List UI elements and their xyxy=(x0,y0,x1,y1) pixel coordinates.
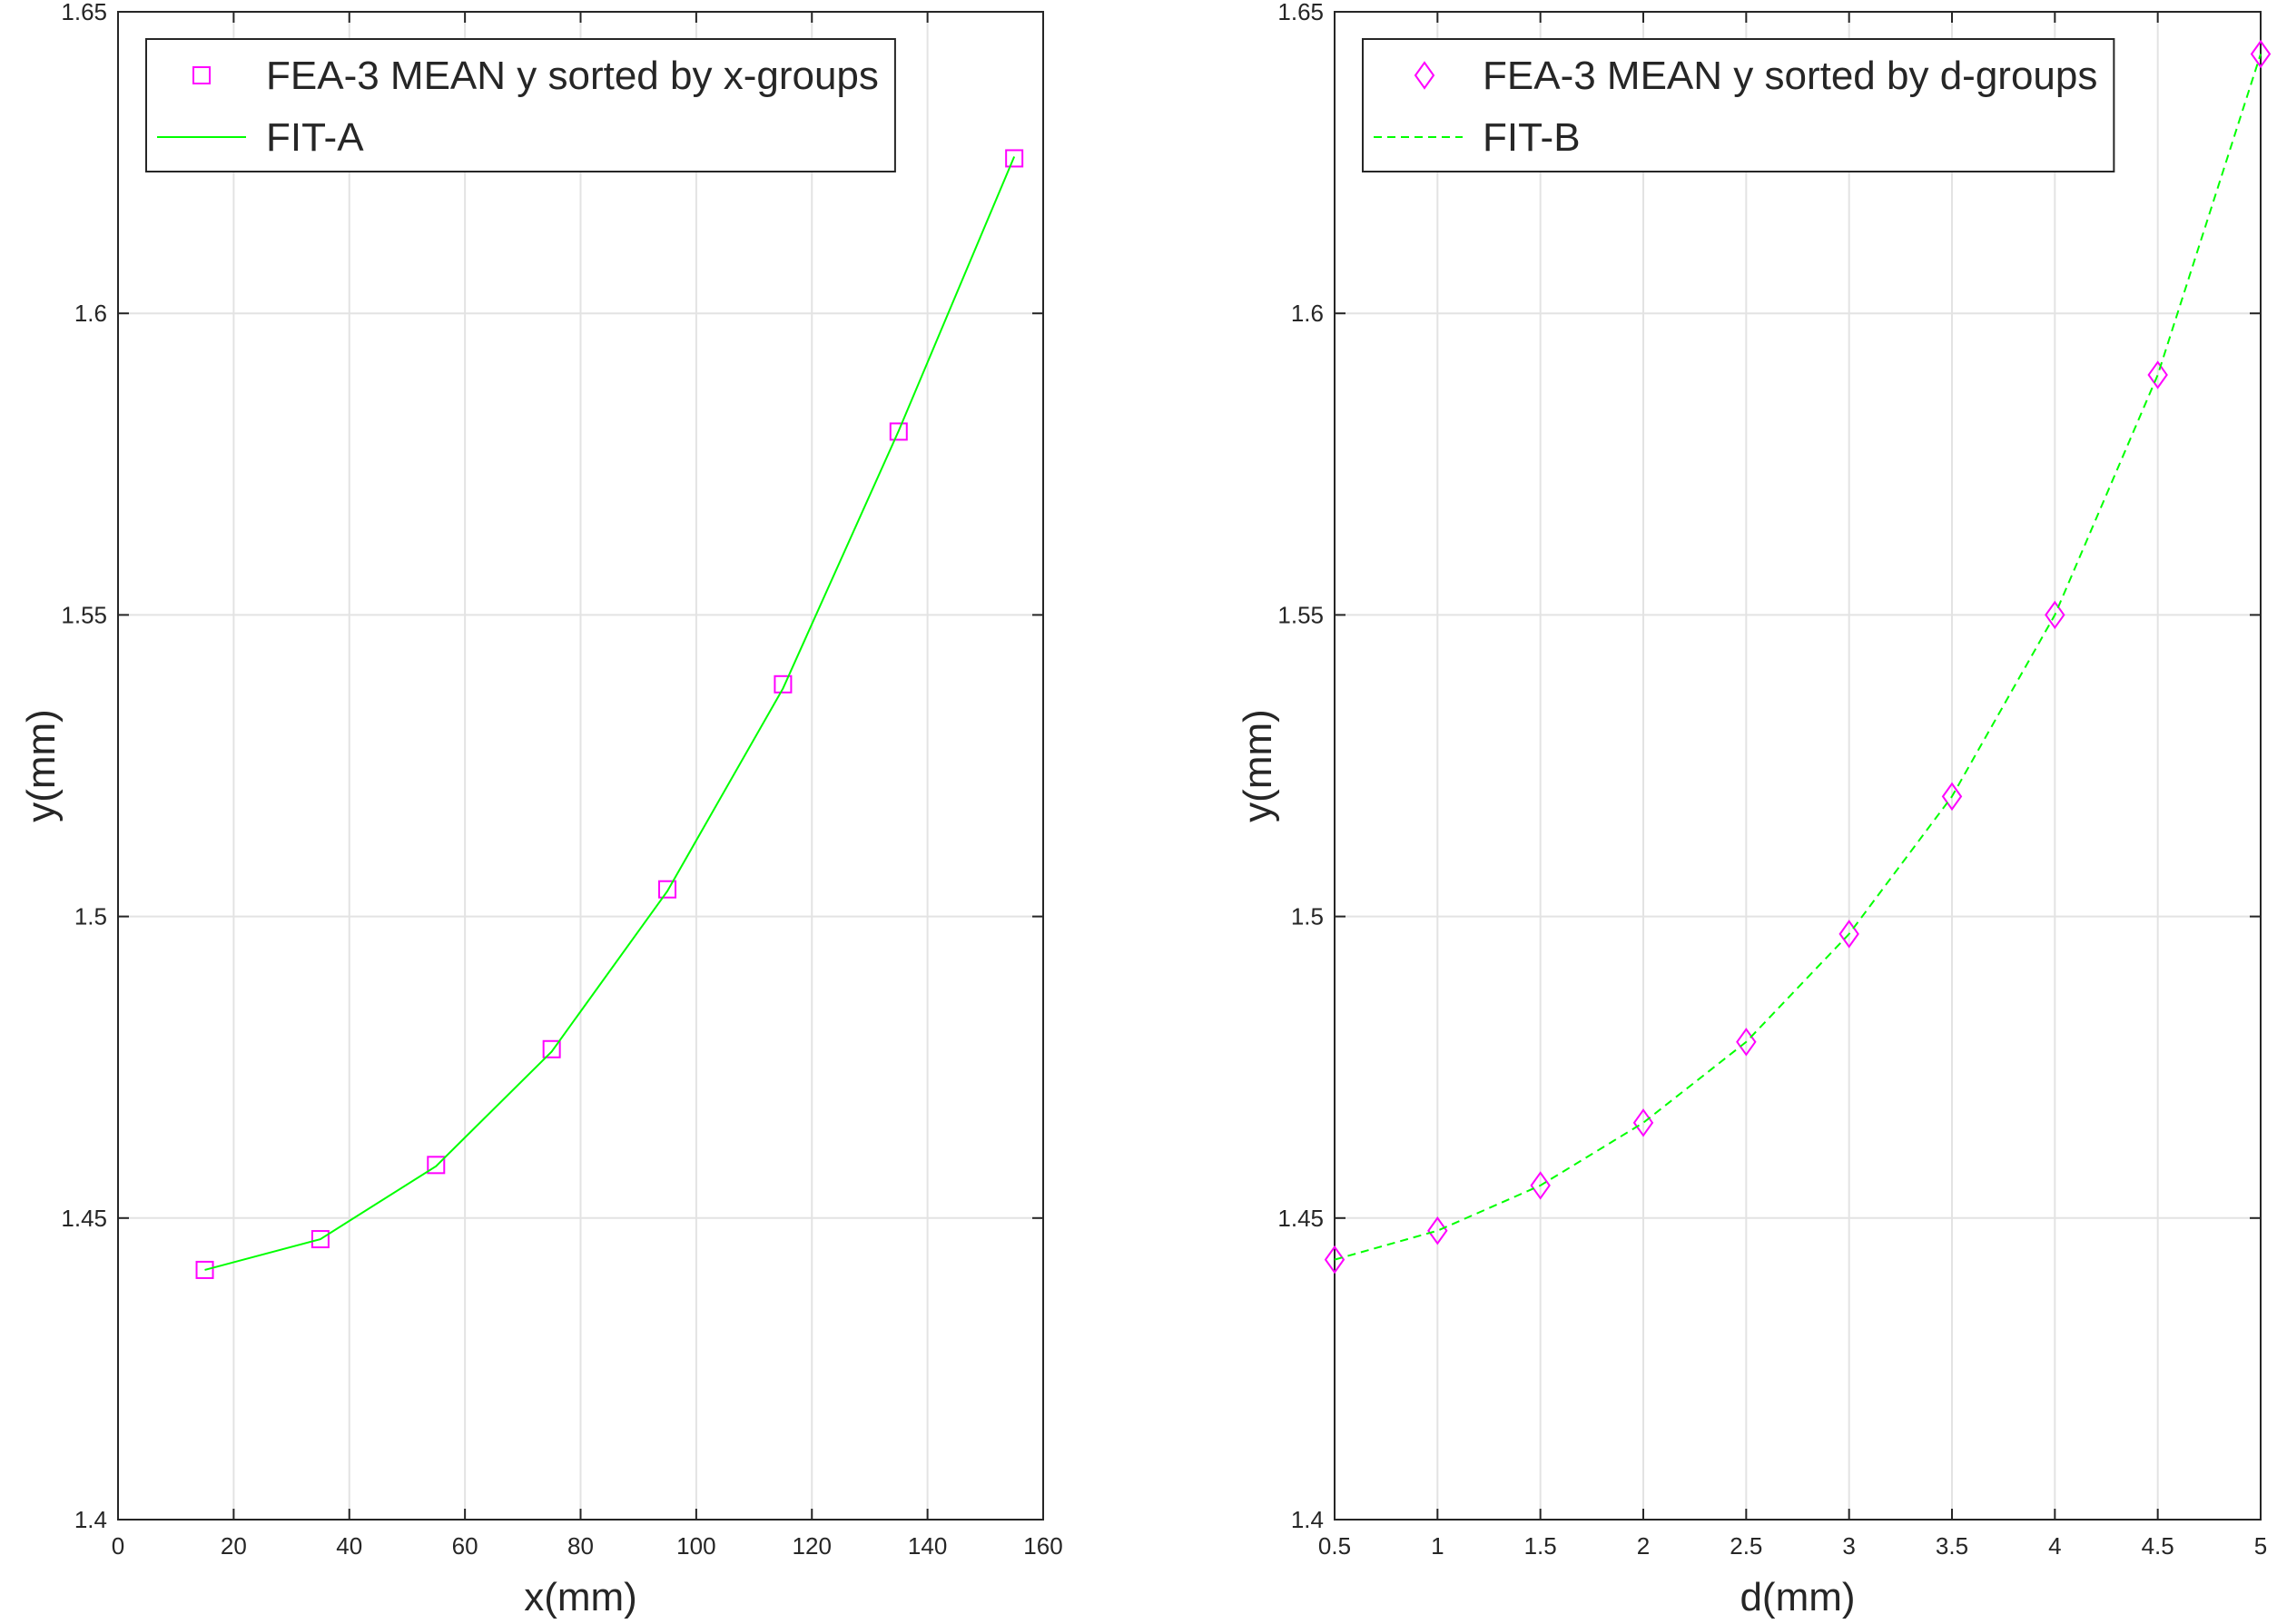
y-axis-label: y(mm) xyxy=(19,709,64,822)
marker xyxy=(774,674,793,694)
marker xyxy=(2250,39,2272,69)
x-axis-label: x(mm) xyxy=(524,1575,637,1619)
legend-label: FEA-3 MEAN y sorted by x-groups xyxy=(266,54,879,98)
x-tick-label: 3.5 xyxy=(1936,1532,1968,1560)
legend-label: FIT-A xyxy=(266,115,364,160)
x-tick-label: 20 xyxy=(221,1532,247,1560)
x-tick-label: 120 xyxy=(793,1532,832,1560)
x-tick-label: 2.5 xyxy=(1730,1532,1762,1560)
axes: 0.5 1 1.5 2 2.5 3 3.5 4 4.5 5 1.4 1.45 1.5 1.55 1.6 1.6… xyxy=(1236,0,2272,1619)
y-tick-label: 1.45 xyxy=(61,1205,107,1232)
axes-box xyxy=(117,11,1044,1521)
y-tick-label: 1.45 xyxy=(1277,1205,1324,1232)
marker xyxy=(889,422,908,441)
y-tick-label: 1.4 xyxy=(1291,1506,1324,1533)
y-tick-label: 1.5 xyxy=(1291,903,1324,930)
marker xyxy=(310,1230,330,1249)
series-line xyxy=(204,156,1016,1271)
x-tick-label: 0.5 xyxy=(1318,1532,1351,1560)
x-tick-label: 0 xyxy=(112,1532,124,1560)
legend-label: FIT-B xyxy=(1483,115,1581,160)
x-tick-label: 4.5 xyxy=(2142,1532,2174,1560)
axes: 0 20 40 60 80 100 120 140 160 1.4 1.45 1.5 1.55 1.6 1.… xyxy=(19,0,1063,1619)
legend-marker xyxy=(1414,61,1435,90)
legend-box xyxy=(145,38,896,172)
x-axis-label: d(mm) xyxy=(1740,1575,1855,1619)
x-tick-label: 140 xyxy=(908,1532,947,1560)
marker xyxy=(1838,920,1859,949)
series-line xyxy=(1334,54,2262,1261)
marker xyxy=(1941,782,1963,812)
y-tick-label: 1.6 xyxy=(74,300,107,327)
marker xyxy=(195,1260,214,1279)
x-tick-label: 40 xyxy=(336,1532,362,1560)
y-tick-label: 1.6 xyxy=(1291,300,1324,327)
marker xyxy=(2045,600,2065,630)
legend-marker xyxy=(192,66,211,84)
legend: FEA-3 MEAN y sorted by x-groups FIT-A xyxy=(145,38,896,172)
x-tick-label: 60 xyxy=(452,1532,478,1560)
y-tick-label: 1.55 xyxy=(1277,601,1324,628)
marker xyxy=(1427,1216,1448,1245)
marker xyxy=(2147,360,2168,389)
marker xyxy=(1324,1245,1346,1275)
marker xyxy=(1005,149,1024,168)
legend-box xyxy=(1362,38,2115,172)
legend: FEA-3 MEAN y sorted by d-groups FIT-B xyxy=(1362,38,2115,172)
x-tick-label: 4 xyxy=(2048,1532,2061,1560)
x-tick-label: 80 xyxy=(567,1532,594,1560)
x-tick-label: 160 xyxy=(1023,1532,1062,1560)
marker xyxy=(658,880,677,899)
marker xyxy=(542,1039,561,1058)
x-tick-label: 1 xyxy=(1431,1532,1444,1560)
y-tick-label: 1.65 xyxy=(61,0,107,25)
x-tick-label: 3 xyxy=(1842,1532,1855,1560)
legend-label: FEA-3 MEAN y sorted by d-groups xyxy=(1483,54,2097,98)
y-tick-label: 1.65 xyxy=(1277,0,1324,25)
axes-box xyxy=(1334,11,2262,1521)
x-tick-label: 1.5 xyxy=(1524,1532,1557,1560)
y-tick-label: 1.55 xyxy=(61,601,107,628)
x-tick-label: 2 xyxy=(1637,1532,1650,1560)
y-axis-label: y(mm) xyxy=(1236,709,1280,822)
marker xyxy=(427,1156,446,1175)
y-tick-label: 1.5 xyxy=(74,903,107,930)
x-tick-label: 100 xyxy=(676,1532,715,1560)
y-tick-label: 1.4 xyxy=(74,1506,107,1533)
marker xyxy=(1736,1028,1757,1057)
x-tick-label: 5 xyxy=(2254,1532,2267,1560)
marker xyxy=(1530,1171,1551,1200)
